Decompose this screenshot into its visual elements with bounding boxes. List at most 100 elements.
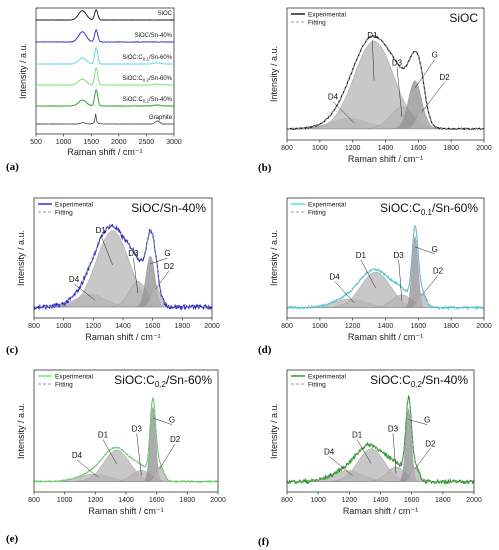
band-label-d3: D3 [392, 58, 403, 67]
legend-experimental: Experimental [55, 374, 93, 381]
x-tick-label: 1000 [57, 497, 73, 504]
x-tick-label: 1400 [378, 145, 394, 152]
x-tick-label: 1600 [411, 323, 427, 330]
x-tick-label: 2000 [476, 323, 492, 330]
x-tick-label: 1000 [310, 497, 326, 504]
band-label-d4: D4 [329, 272, 340, 281]
legend-fitting: Fitting [308, 382, 326, 389]
panel-label: (e) [6, 533, 19, 545]
panel-label: (c) [6, 344, 19, 356]
legend-fitting: Fitting [55, 382, 73, 389]
band-label-d3: D3 [132, 424, 143, 433]
band-arrow [155, 270, 170, 290]
band-arrow [421, 275, 439, 296]
band-arrow [372, 39, 375, 81]
band-label-d2: D2 [164, 262, 175, 271]
x-tick-label: 1200 [345, 323, 361, 330]
x-axis-label: Raman shift / cm⁻¹ [348, 332, 423, 342]
band-label-d4: D4 [328, 93, 339, 102]
y-axis-label: Intensity / a.u. [18, 43, 28, 99]
band-label-d3: D3 [394, 251, 405, 260]
x-tick-label: 2000 [466, 497, 482, 504]
x-axis-label: Raman shift / cm⁻¹ [348, 154, 423, 164]
series-label: SiOC:C0.1/Sn-60% [122, 55, 172, 62]
band-arrow [152, 417, 173, 425]
x-tick-label: 1400 [373, 497, 389, 504]
band-arrow [136, 433, 142, 476]
series-label: SiOC:C0.2/Sn-40% [122, 97, 172, 104]
band-d1 [287, 448, 474, 482]
x-tick-label: 500 [30, 139, 42, 146]
x-tick-label: 2500 [139, 139, 155, 146]
x-tick-label: 1600 [145, 323, 161, 330]
legend-fitting: Fitting [55, 210, 73, 217]
band-arrow [398, 259, 403, 301]
x-tick-label: 1000 [56, 323, 72, 330]
band-label-d1: D1 [96, 226, 107, 235]
x-tick-label: 2000 [210, 497, 226, 504]
band-label-d2: D2 [425, 439, 436, 448]
panel-title: SiOC:C0.2/Sn-60% [114, 373, 212, 389]
band-label-d1: D1 [367, 31, 378, 40]
series-label: SiOC/Sn-40% [135, 33, 173, 39]
x-axis-label: Raman shift / cm⁻¹ [343, 506, 418, 516]
band-label-d2: D2 [439, 73, 450, 82]
band-label-d3: D3 [388, 424, 399, 433]
x-tick-label: 2000 [476, 145, 492, 152]
panel-title: SiOC [449, 11, 478, 25]
x-tick-label: 1600 [404, 497, 420, 504]
band-label-d3: D3 [128, 249, 139, 258]
legend-experimental: Experimental [308, 12, 346, 19]
band-arrow [408, 419, 428, 425]
plot-frame [35, 7, 175, 135]
band-label-d2: D2 [433, 266, 444, 275]
band-d1 [286, 41, 484, 130]
band-arrow [414, 59, 435, 89]
x-tick-label: 1800 [435, 497, 451, 504]
x-tick-label: 2000 [204, 323, 220, 330]
band-arrow [414, 246, 435, 255]
legend-experimental: Experimental [308, 374, 346, 381]
band-arrow [334, 281, 355, 304]
panel-label: (a) [6, 161, 19, 173]
fitting-line [34, 396, 218, 482]
band-d1 [34, 449, 218, 482]
x-tick-label: 1800 [443, 323, 459, 330]
panel-label: (b) [258, 162, 272, 174]
x-tick-label: 800 [28, 323, 40, 330]
x-tick-label: 1400 [378, 323, 394, 330]
band-label-d1: D1 [356, 251, 367, 260]
band-label-d4: D4 [72, 451, 83, 460]
band-arrow [76, 459, 99, 478]
fitting-line [287, 396, 474, 482]
x-tick-label: 1000 [56, 139, 72, 146]
band-label-g: G [432, 51, 438, 60]
band-arrow [150, 257, 168, 264]
x-axis-label: Raman shift / cm⁻¹ [88, 506, 163, 516]
band-arrow [133, 258, 139, 293]
band-d1 [287, 271, 484, 308]
series-label: SiOC [158, 11, 173, 17]
x-tick-label: 1000 [312, 323, 328, 330]
x-tick-label: 1000 [312, 145, 328, 152]
series-label: Graphite [149, 115, 173, 121]
x-tick-label: 1200 [86, 323, 102, 330]
band-arrow [392, 433, 397, 474]
legend-fitting: Fitting [308, 20, 326, 27]
y-axis-label: Intensity / a.u. [269, 230, 279, 286]
band-arrow [73, 283, 95, 301]
fitting-line [34, 225, 212, 308]
x-tick-label: 1800 [180, 497, 196, 504]
band-label-d2: D2 [170, 435, 181, 444]
x-tick-label: 800 [28, 497, 40, 504]
band-label-g: G [169, 416, 175, 425]
x-tick-label: 1400 [118, 497, 134, 504]
experimental-line [286, 394, 475, 486]
band-arrow [100, 234, 113, 266]
x-tick-label: 1200 [345, 145, 361, 152]
band-arrow [328, 456, 353, 476]
